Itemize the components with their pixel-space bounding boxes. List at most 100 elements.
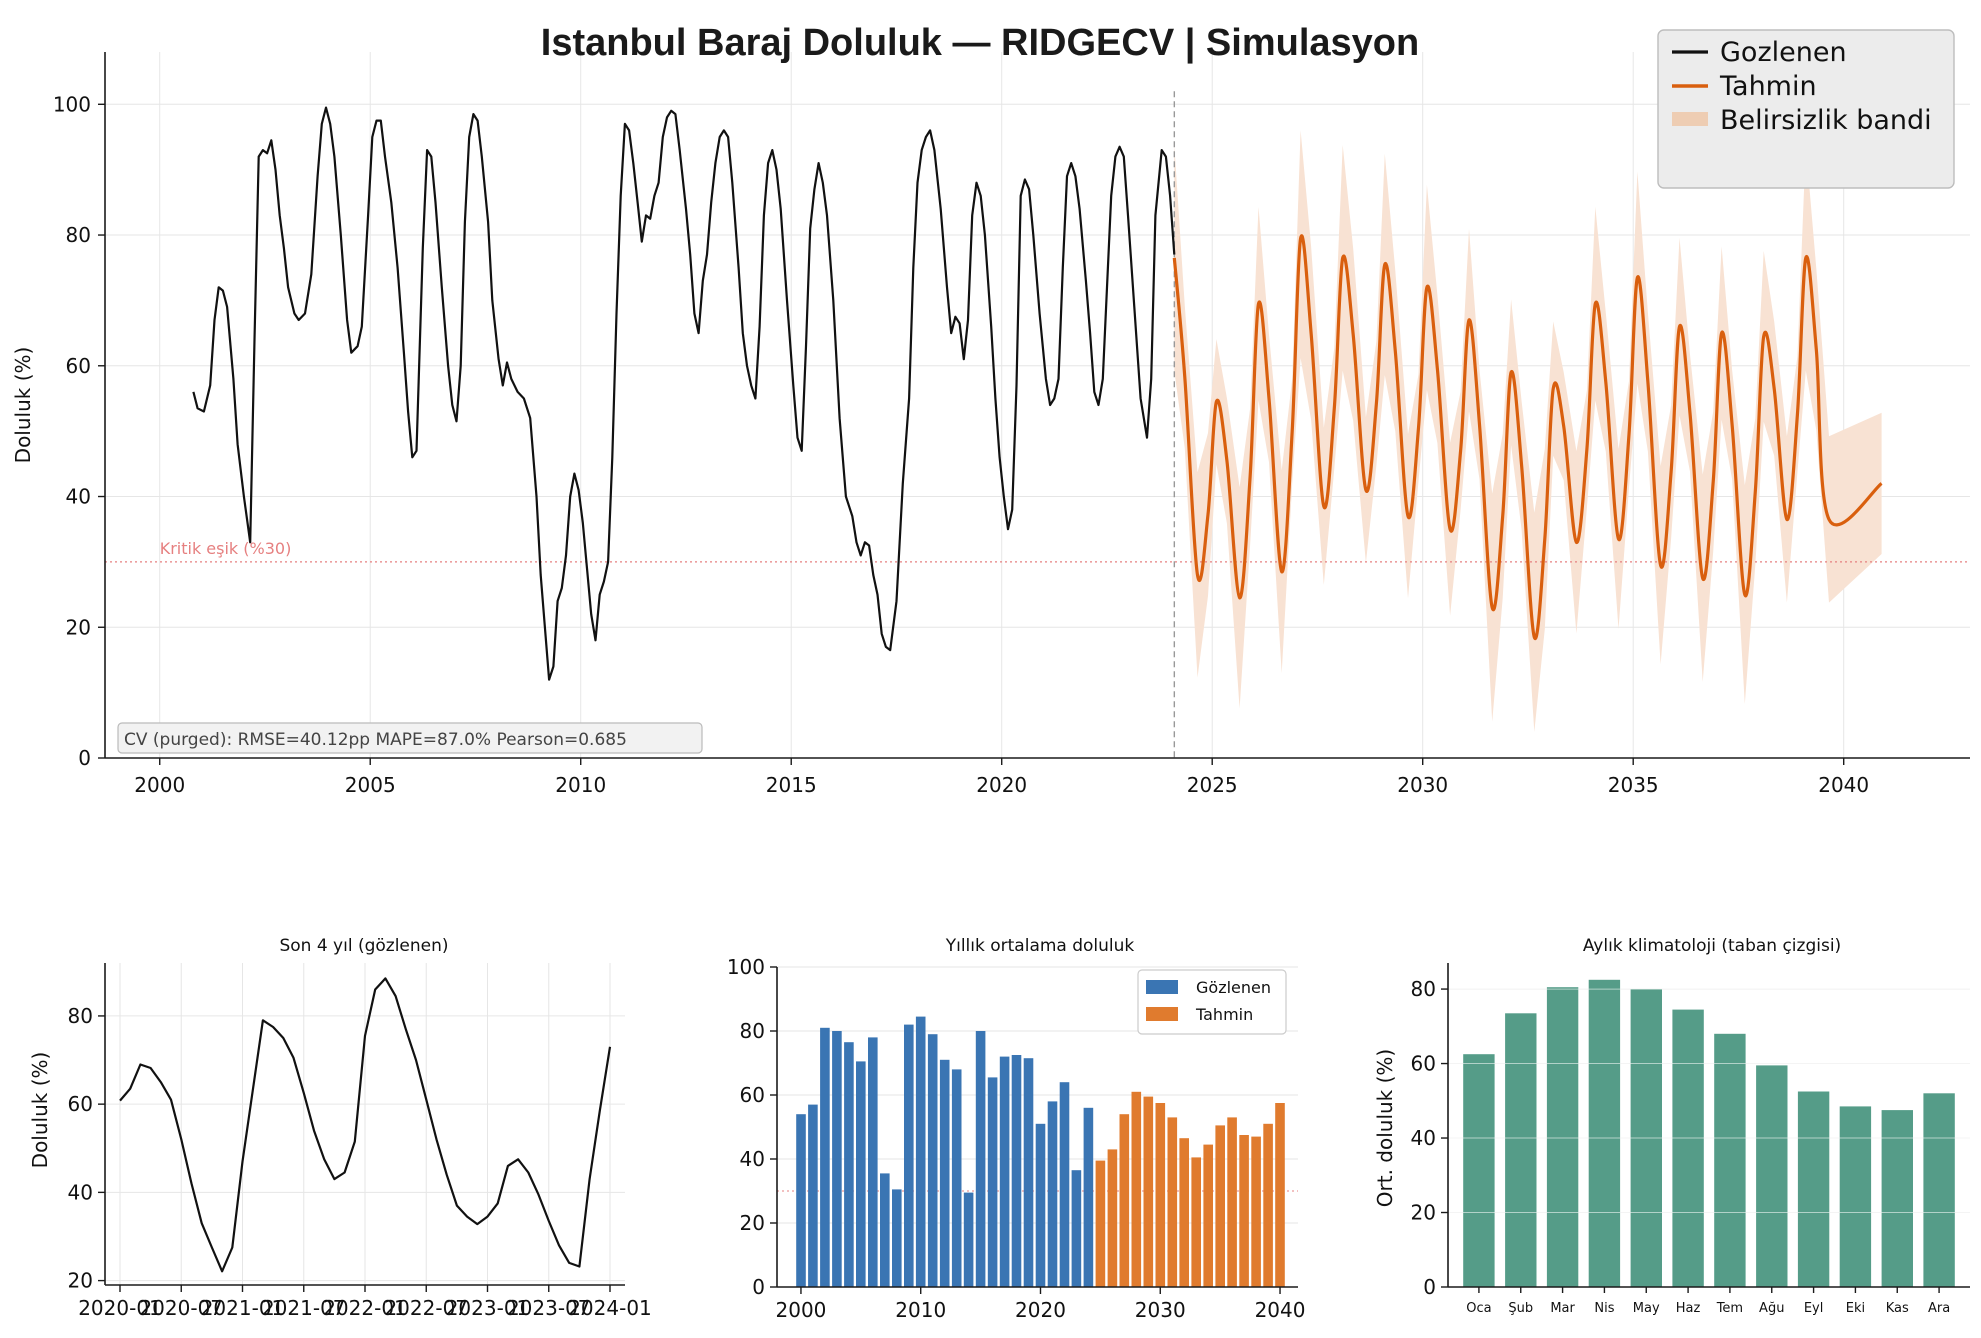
recent-years-y-label: Doluluk (%) bbox=[28, 1052, 52, 1169]
forecast-series-line bbox=[1172, 234, 1883, 641]
climatology-x-tick-label: Mar bbox=[1550, 1301, 1575, 1316]
climatology-y-tick-label: 40 bbox=[1411, 1126, 1436, 1150]
main-legend: Gozlenen Tahmin Belirsizlik bandi bbox=[1657, 29, 1955, 189]
recent-y-tick-label: 80 bbox=[68, 1004, 93, 1028]
recent-years-line bbox=[119, 977, 612, 1273]
recent-y-tick-label: 40 bbox=[68, 1180, 93, 1204]
climatology-x-tick-label: Kas bbox=[1886, 1301, 1909, 1316]
main-axes: 2000 2005 2010 2015 2020 2025 2030 2035 20400204… bbox=[53, 52, 1970, 797]
recent-x-tick-label: 2022-01 bbox=[323, 1296, 407, 1320]
observed-series-line bbox=[192, 106, 1176, 681]
recent-x-tick-label: 2023-07 bbox=[507, 1296, 591, 1320]
recent-x-tick-label: 2024-01 bbox=[568, 1296, 652, 1320]
annual-observed-bar bbox=[796, 1114, 806, 1287]
main-y-tick-label: 80 bbox=[66, 223, 91, 247]
annual-observed-bar bbox=[808, 1104, 818, 1287]
annual-observed-bar bbox=[868, 1037, 878, 1287]
climatology-bar bbox=[1505, 1013, 1537, 1287]
legend-box bbox=[1657, 29, 1955, 189]
annual-observed-bar bbox=[1023, 1058, 1034, 1287]
cv-metrics-text: CV (purged): RMSE=40.12pp MAPE=87.0% Pea… bbox=[124, 730, 627, 750]
recent-x-tick-label: 2020-07 bbox=[139, 1296, 223, 1320]
climatology-x-tick-label: Eyl bbox=[1804, 1301, 1824, 1316]
recent-y-tick-label: 20 bbox=[68, 1269, 93, 1293]
climatology-x-tick-label: Ağu bbox=[1759, 1301, 1784, 1316]
climatology-title: Aylık klimatoloji (taban çizgisi) bbox=[1583, 936, 1841, 956]
annual-observed-bar bbox=[1071, 1170, 1082, 1287]
annual-y-tick-label: 80 bbox=[740, 1019, 765, 1043]
climatology-x-tick-label: Eki bbox=[1846, 1301, 1865, 1316]
climatology-bar bbox=[1714, 1033, 1746, 1287]
annual-observed-bar bbox=[820, 1027, 830, 1287]
annual-legend-forecast-swatch bbox=[1146, 1007, 1178, 1021]
annual-legend: Gözlenen Tahmin bbox=[1137, 969, 1287, 1035]
main-chart-title: Istanbul Baraj Doluluk — RIDGECV | Simul… bbox=[541, 22, 1419, 64]
legend-forecast-label: Tahmin bbox=[1719, 71, 1817, 102]
climatology-x-tick-label: Ara bbox=[1928, 1301, 1950, 1316]
climatology-bar bbox=[1672, 1009, 1704, 1287]
annual-observed-bar bbox=[963, 1192, 974, 1287]
climatology-bar bbox=[1797, 1091, 1830, 1287]
recent-years-grid bbox=[105, 963, 625, 1285]
recent-x-tick-label: 2023-01 bbox=[446, 1296, 530, 1320]
annual-x-tick-label: 2000 bbox=[776, 1298, 827, 1322]
annual-legend-forecast-label: Tahmin bbox=[1195, 1005, 1253, 1024]
recent-y-tick-label: 60 bbox=[68, 1092, 93, 1116]
main-x-tick-label: 2010 bbox=[555, 773, 606, 797]
climatology-x-tick-label: Nis bbox=[1594, 1301, 1614, 1316]
climatology-x-tick-label: May bbox=[1633, 1301, 1660, 1316]
legend-band-label: Belirsizlik bandi bbox=[1720, 105, 1932, 136]
annual-observed-bar bbox=[927, 1034, 938, 1287]
climatology-x-tick-label: Haz bbox=[1676, 1301, 1701, 1316]
main-y-tick-label: 60 bbox=[66, 354, 91, 378]
annual-observed-bar bbox=[975, 1031, 986, 1287]
recent-x-tick-label: 2020-01 bbox=[78, 1296, 162, 1320]
climatology-x-tick-label: Tem bbox=[1716, 1301, 1743, 1316]
main-x-tick-label: 2030 bbox=[1397, 773, 1448, 797]
annual-forecast-bar bbox=[1239, 1135, 1249, 1287]
legend-band-swatch bbox=[1672, 112, 1708, 126]
recent-x-tick-label: 2021-07 bbox=[262, 1296, 346, 1320]
monthly-climatology-panel: 0 20 40 60 80 Oca Şub Mar Nis May Haz Tem Ağu Eyl Eki K… bbox=[1373, 936, 1970, 1316]
recent-x-tick-label: 2021-01 bbox=[201, 1296, 285, 1320]
climatology-bars bbox=[1448, 979, 1970, 1287]
climatology-y-tick-label: 80 bbox=[1411, 977, 1436, 1001]
annual-forecast-bar bbox=[1263, 1123, 1273, 1287]
climatology-y-label: Ort. doluluk (%) bbox=[1373, 1049, 1397, 1207]
annual-x-tick-label: 2040 bbox=[1255, 1298, 1306, 1322]
recent-years-axes: 2020-012020-072021-012021-072022-012022-… bbox=[68, 963, 652, 1320]
annual-x-tick-label: 2030 bbox=[1135, 1298, 1186, 1322]
annual-observed-bar bbox=[915, 1016, 926, 1287]
annual-forecast-bar bbox=[1227, 1117, 1237, 1287]
main-x-tick-label: 2005 bbox=[345, 773, 396, 797]
annual-forecast-bar bbox=[1275, 1103, 1285, 1287]
main-x-tick-label: 2020 bbox=[976, 773, 1027, 797]
annual-y-tick-label: 40 bbox=[740, 1147, 765, 1171]
annual-y-tick-label: 20 bbox=[740, 1211, 765, 1235]
annual-observed-bar bbox=[1011, 1055, 1022, 1287]
annual-average-bars bbox=[796, 1016, 1285, 1287]
annual-forecast-bar bbox=[1215, 1125, 1225, 1287]
annual-observed-bar bbox=[939, 1059, 950, 1287]
annual-y-tick-label: 60 bbox=[740, 1083, 765, 1107]
legend-observed-label: Gozlenen bbox=[1720, 37, 1847, 68]
recent-x-tick-label: 2022-07 bbox=[384, 1296, 468, 1320]
annual-legend-observed-label: Gözlenen bbox=[1196, 978, 1271, 997]
annual-forecast-bar bbox=[1107, 1149, 1118, 1287]
annual-forecast-bar bbox=[1119, 1114, 1130, 1287]
main-y-tick-label: 40 bbox=[66, 485, 91, 509]
main-y-axis-label: Doluluk (%) bbox=[11, 347, 35, 464]
annual-observed-bar bbox=[951, 1069, 962, 1287]
cv-metrics-box bbox=[117, 722, 703, 754]
climatology-bar bbox=[1588, 979, 1621, 1287]
annual-observed-bar bbox=[1083, 1107, 1094, 1287]
recent-years-title: Son 4 yıl (gözlenen) bbox=[279, 936, 448, 956]
annual-x-tick-label: 2010 bbox=[895, 1298, 946, 1322]
main-y-tick-label: 0 bbox=[78, 746, 91, 770]
annual-observed-bar bbox=[1035, 1123, 1046, 1287]
uncertainty-band bbox=[1174, 130, 1882, 732]
annual-legend-observed-swatch bbox=[1146, 980, 1178, 994]
annual-average-title: Yıllık ortalama doluluk bbox=[945, 936, 1135, 956]
